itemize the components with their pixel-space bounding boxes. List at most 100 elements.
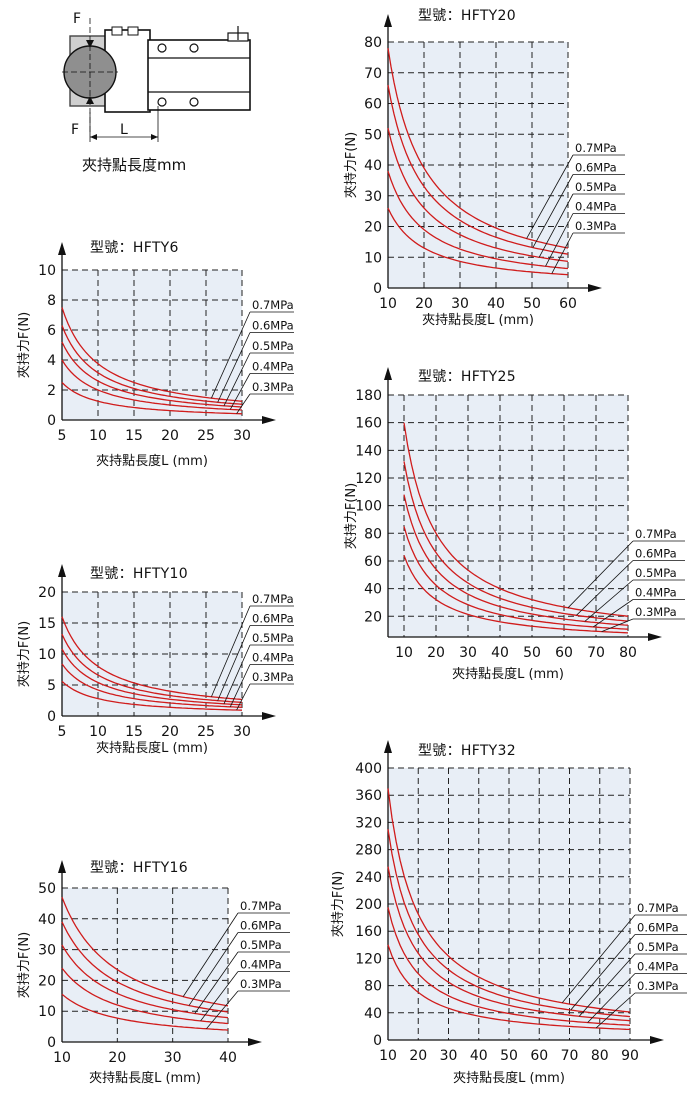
y-axis-label: 夾持力F(N) bbox=[17, 932, 32, 998]
x-axis-arrow-icon bbox=[648, 633, 662, 641]
y-axis-label: 夾持力F(N) bbox=[344, 483, 359, 549]
x-tick-label: 40 bbox=[487, 296, 505, 312]
series-curve bbox=[403, 422, 629, 617]
x-tick-label: 5 bbox=[58, 724, 67, 740]
x-tick-label: 40 bbox=[219, 1050, 237, 1066]
x-tick-label: 30 bbox=[459, 645, 477, 661]
pressure-label: 0.4MPa bbox=[575, 200, 617, 214]
y-tick-label: 40 bbox=[364, 1006, 382, 1022]
pressure-label: 0.3MPa bbox=[252, 380, 294, 394]
pressure-label: 0.3MPa bbox=[635, 605, 677, 619]
x-tick-label: 15 bbox=[125, 428, 143, 444]
y-tick-label: 80 bbox=[364, 35, 382, 51]
series-curve bbox=[61, 616, 243, 701]
y-tick-label: 10 bbox=[38, 1004, 56, 1020]
leader-line bbox=[561, 914, 636, 1004]
leader-line bbox=[584, 579, 634, 622]
y-axis-arrow-icon bbox=[384, 367, 392, 380]
series-curve bbox=[387, 48, 569, 249]
leader-line bbox=[601, 618, 634, 632]
y-axis-arrow-icon bbox=[384, 740, 392, 753]
y-axis-arrow-icon bbox=[384, 14, 392, 27]
leader-line bbox=[211, 605, 251, 697]
x-tick-label: 40 bbox=[470, 1048, 488, 1064]
diagram-caption: 夾持點長度mm bbox=[82, 156, 186, 174]
y-tick-label: 120 bbox=[355, 951, 382, 967]
x-tick-label: 20 bbox=[415, 296, 433, 312]
x-tick-label: 30 bbox=[233, 724, 251, 740]
series-curve bbox=[61, 382, 243, 415]
y-axis-label: 夾持力F(N) bbox=[17, 312, 32, 378]
model-title: 型號：HFTY32 bbox=[418, 743, 516, 759]
series-curve bbox=[387, 788, 631, 1013]
pressure-label: 0.3MPa bbox=[575, 219, 617, 233]
series-curve bbox=[387, 944, 631, 1031]
series-curve bbox=[387, 84, 569, 255]
model-title: 型號：HFTY16 bbox=[90, 860, 188, 876]
chart-hfty6: 5 10 15 20 25 30 0 2 4 6 8 10 夾持點長度L (mm) 夾持力F(N) 型號：H… bbox=[17, 240, 294, 469]
leader-line bbox=[223, 352, 251, 406]
y-tick-label: 4 bbox=[47, 353, 56, 369]
pressure-label: 0.7MPa bbox=[637, 901, 679, 915]
gripper-body bbox=[147, 39, 251, 111]
y-tick-label: 160 bbox=[355, 924, 382, 940]
x-axis-label: 夾持點長度L (mm) bbox=[422, 312, 534, 328]
gripper-diagram: F F L 夾持點長度mm bbox=[62, 11, 251, 174]
x-tick-label: 10 bbox=[379, 296, 397, 312]
y-tick-label: 40 bbox=[364, 158, 382, 174]
pressure-label: 0.4MPa bbox=[252, 360, 294, 374]
series-curve bbox=[61, 944, 229, 1019]
y-tick-label: 60 bbox=[364, 97, 382, 113]
leader-line bbox=[578, 953, 636, 1017]
series-curve bbox=[61, 921, 229, 1013]
x-axis-label: 夾持點長度L (mm) bbox=[96, 740, 208, 756]
x-tick-label: 60 bbox=[530, 1048, 548, 1064]
x-tick-label: 60 bbox=[555, 645, 573, 661]
pressure-label: 0.4MPa bbox=[635, 586, 677, 600]
x-tick-label: 80 bbox=[591, 1048, 609, 1064]
series-curve bbox=[387, 866, 631, 1022]
pressure-label: 0.3MPa bbox=[637, 979, 679, 993]
x-tick-label: 40 bbox=[491, 645, 509, 661]
y-tick-label: 6 bbox=[47, 323, 56, 339]
leader-line bbox=[229, 373, 251, 410]
series-curve bbox=[61, 896, 229, 1007]
y-tick-label: 80 bbox=[364, 979, 382, 995]
y-tick-label: 20 bbox=[364, 220, 382, 236]
y-axis-arrow-icon bbox=[58, 564, 66, 577]
x-tick-label: 50 bbox=[523, 645, 541, 661]
chart-hfty32: 10 20 30 40 50 60 70 80 90 0 40 80 120 160 200 240 280 32… bbox=[331, 740, 687, 1086]
series-curve bbox=[61, 993, 229, 1031]
x-tick-label: 20 bbox=[161, 724, 179, 740]
x-axis-arrow-icon bbox=[262, 712, 276, 720]
model-title: 型號：HFTY10 bbox=[90, 566, 188, 582]
x-tick-label: 20 bbox=[108, 1050, 126, 1066]
pressure-label: 0.5MPa bbox=[240, 938, 282, 952]
series-curve bbox=[61, 307, 243, 402]
series-curve bbox=[61, 967, 229, 1025]
y-tick-label: 50 bbox=[364, 127, 382, 143]
x-axis-label: 夾持點長度L (mm) bbox=[89, 1070, 201, 1086]
leader-line bbox=[595, 992, 636, 1029]
x-tick-label: 20 bbox=[427, 645, 445, 661]
model-title: 型號：HFTY6 bbox=[90, 240, 179, 256]
force-arrow-icon bbox=[86, 40, 94, 48]
y-tick-label: 20 bbox=[38, 585, 56, 601]
screw-icon bbox=[189, 97, 199, 107]
screw-icon bbox=[157, 43, 167, 53]
pressure-label: 0.5MPa bbox=[252, 339, 294, 353]
model-title: 型號：HFTY20 bbox=[418, 8, 516, 24]
series-curve bbox=[61, 648, 243, 706]
y-tick-label: 180 bbox=[355, 388, 382, 404]
pressure-label: 0.3MPa bbox=[252, 670, 294, 684]
pressure-label: 0.5MPa bbox=[635, 566, 677, 580]
series-curve bbox=[387, 127, 569, 263]
leader-line bbox=[206, 990, 239, 1030]
y-tick-label: 50 bbox=[38, 881, 56, 897]
y-tick-label: 30 bbox=[38, 943, 56, 959]
y-tick-label: 10 bbox=[38, 263, 56, 279]
screw-icon bbox=[189, 43, 199, 53]
leader-line bbox=[526, 154, 574, 239]
pressure-label: 0.6MPa bbox=[240, 919, 282, 933]
y-tick-label: 40 bbox=[38, 912, 56, 928]
